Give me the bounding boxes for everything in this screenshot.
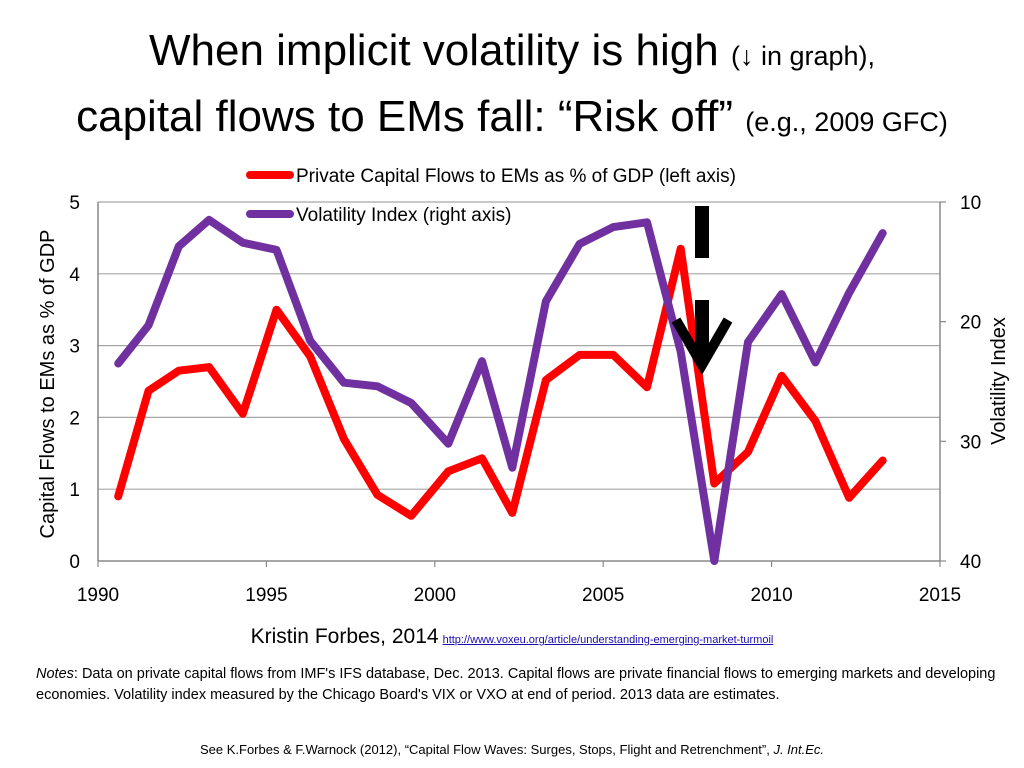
right-tick-label: 40 bbox=[960, 552, 981, 573]
citation-link[interactable]: http://www.voxeu.org/article/understandi… bbox=[442, 634, 774, 646]
left-tick-label: 3 bbox=[69, 337, 80, 358]
down-arrow-icon bbox=[671, 206, 733, 375]
footer-reference: See K.Forbes & F.Warnock (2012), “Capita… bbox=[0, 742, 1024, 757]
grid bbox=[98, 201, 940, 490]
capital-flows-line bbox=[114, 244, 887, 520]
title-main-2: capital flows to EMs fall: “Risk off” bbox=[76, 92, 734, 141]
left-tick-label: 0 bbox=[69, 552, 80, 573]
title-main-1: When implicit volatility is high bbox=[148, 26, 719, 75]
notes: Notes: Data on private capital flows fro… bbox=[36, 664, 996, 706]
x-tick-label: 2005 bbox=[582, 585, 624, 606]
notes-text: : Data on private capital flows from IMF… bbox=[36, 666, 996, 703]
tick-labels: 0 1 2 3 4 5 10 20 30 40 1990 1995 2000 2005 2010 2015 bbox=[69, 193, 981, 606]
right-tick-label: 20 bbox=[960, 313, 981, 334]
x-tick-label: 1995 bbox=[245, 585, 287, 606]
volatility-line bbox=[114, 215, 887, 565]
legend-label-capital-flows: Private Capital Flows to EMs as % of GDP… bbox=[296, 166, 736, 187]
right-tick-label: 10 bbox=[960, 193, 981, 214]
left-axis-title: Capital Flows to EMs as % of GDP bbox=[37, 230, 59, 539]
left-tick-label: 4 bbox=[69, 265, 80, 286]
right-axis-title: Volatility Index bbox=[988, 317, 1010, 445]
left-tick-label: 1 bbox=[69, 480, 80, 501]
title-note-1: (↓ in graph), bbox=[730, 41, 876, 71]
x-tick-label: 2000 bbox=[414, 585, 456, 606]
x-tick-label: 2010 bbox=[750, 585, 792, 606]
title-note-2: (e.g., 2009 GFC) bbox=[745, 107, 948, 137]
footer-journal: J. Int.Ec. bbox=[773, 742, 825, 757]
citation-author: Kristin Forbes, 2014 bbox=[250, 625, 439, 648]
x-tick-label: 2015 bbox=[919, 585, 961, 606]
citation: Kristin Forbes, 2014 http://www.voxeu.org… bbox=[0, 625, 1024, 649]
chart: 0 1 2 3 4 5 10 20 30 40 1990 1995 2000 2005 2010 2015 P… bbox=[37, 166, 1010, 606]
legend: Private Capital Flows to EMs as % of GDP… bbox=[246, 166, 736, 226]
x-tick-label: 1990 bbox=[77, 585, 119, 606]
notes-label: Notes bbox=[36, 666, 74, 682]
legend-label-volatility: Volatility Index (right axis) bbox=[296, 205, 511, 226]
slide-title-line-1: When implicit volatility is high (↓ in g… bbox=[0, 26, 1024, 76]
left-tick-label: 2 bbox=[69, 408, 80, 429]
footer-text: See K.Forbes & F.Warnock (2012), “Capita… bbox=[199, 742, 770, 757]
right-tick-label: 30 bbox=[960, 432, 981, 453]
slide-title-line-2: capital flows to EMs fall: “Risk off” (e… bbox=[0, 92, 1024, 142]
left-tick-label: 5 bbox=[69, 193, 80, 214]
